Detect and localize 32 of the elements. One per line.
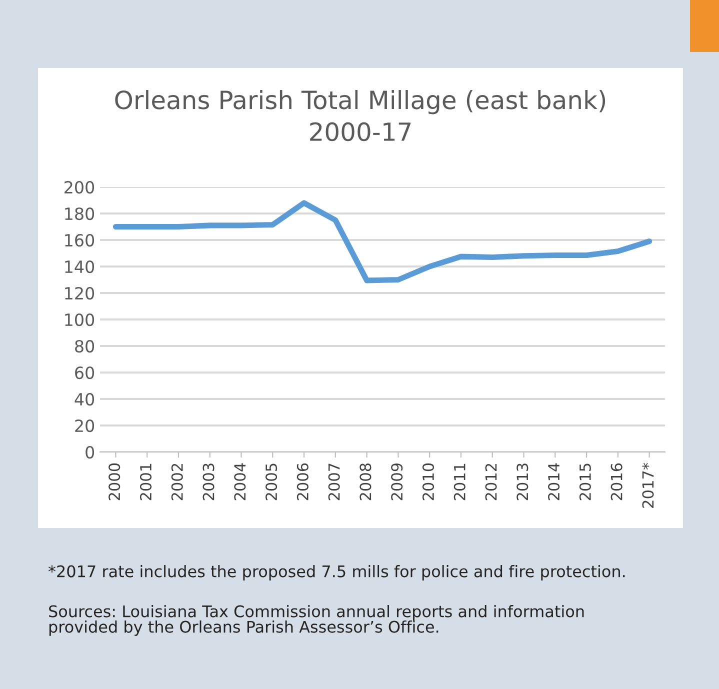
x-tick-label: 2008 — [360, 463, 372, 500]
chart-title: Orleans Parish Total Millage (east bank) 2000-17 — [115, 90, 606, 142]
y-tick-label: 0 — [86, 446, 94, 459]
x-tick-label: 2011 — [454, 464, 466, 500]
x-tick-label: 2010 — [422, 463, 434, 500]
x-tick-label: 2015 — [579, 464, 591, 500]
x-tick-label: 2000 — [108, 463, 120, 500]
y-tick-label: 200 — [64, 180, 94, 194]
y-tick-label: 100 — [65, 313, 94, 326]
x-tick-label: 2014 — [548, 463, 560, 500]
text: *2017 rate includes the proposed 7.5 mills for police and fire protection. — [48, 565, 625, 580]
x-tick-label: 2016 — [610, 463, 622, 500]
x-tick-label: 2013 — [516, 464, 528, 500]
x-tick-label: 2002 — [171, 464, 183, 500]
y-tick-label: 160 — [65, 234, 94, 247]
y-tick-label: 140 — [65, 260, 94, 274]
x-tick-label: 2003 — [202, 464, 214, 500]
x-tick-label: 2006 — [296, 463, 308, 500]
y-tick-label: 80 — [75, 340, 94, 353]
x-tick-label: 2005 — [266, 464, 278, 500]
y-tick-label: 180 — [65, 207, 94, 220]
x-tick-label: 2017* — [642, 462, 654, 508]
y-tick-label: 120 — [65, 286, 94, 300]
y-tick-label: 20 — [75, 419, 94, 432]
x-tick-label: 2007 — [328, 464, 340, 500]
x-tick-label: 2001 — [140, 464, 152, 500]
x-tick-label: 2009 — [391, 463, 403, 500]
y-tick-label: 60 — [75, 366, 94, 380]
x-tick-label: 2004 — [234, 463, 246, 500]
x-tick-label: 2012 — [485, 464, 497, 500]
y-tick-label: 40 — [74, 392, 94, 406]
source-note: Sources: Louisiana Tax Commission annual reports and information provided by the Orleans Parish Assessor’s Office. — [49, 605, 584, 636]
